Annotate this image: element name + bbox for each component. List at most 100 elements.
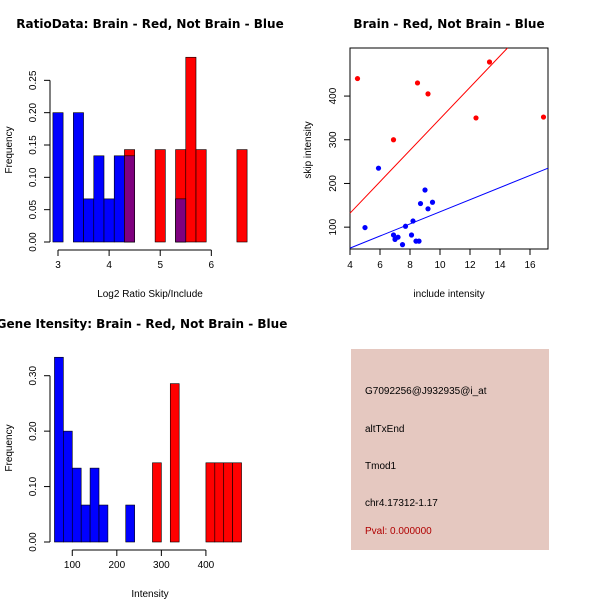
probe-id-text: G7092256@J932935@i_at — [365, 386, 487, 397]
y-tick-label: 0.00 — [28, 532, 39, 552]
x-tick-label: 300 — [153, 560, 170, 571]
gene-intensity-histogram-ylabel: Frequency — [4, 424, 15, 471]
x-tick-label: 16 — [524, 260, 536, 271]
not-brain-bar — [73, 112, 84, 243]
x-tick-label: 5 — [157, 260, 163, 271]
x-tick-label: 6 — [377, 260, 383, 271]
not-brain-point — [417, 200, 424, 207]
scatter-points — [354, 59, 547, 248]
brain-point — [486, 59, 493, 65]
probe-info-box: G7092256@J932935@i_at altTxEnd Tmod1 chr… — [351, 349, 549, 550]
intensity-scatter-xlabel: include intensity — [413, 289, 484, 300]
scatter-axes: 4 6 8 10 12 14 16 100 200 300 400 — [328, 87, 536, 271]
not-brain-bar — [125, 504, 135, 543]
brain-point — [390, 137, 397, 143]
event-type-text: altTxEnd — [365, 424, 405, 435]
x-tick-label: 200 — [108, 560, 125, 571]
not-brain-point — [375, 165, 382, 171]
ratio-histogram-panel: RatioData: Brain - Red, Not Brain - Blue… — [4, 17, 284, 300]
overlap-bar — [124, 155, 135, 243]
gene-name-text: Tmod1 — [365, 461, 397, 472]
brain-bar — [232, 462, 242, 543]
intensity-scatter-panel: Brain - Red, Not Brain - Blue 4 6 8 10 12 14 1… — [303, 17, 549, 300]
intensity-scatter-title: Brain - Red, Not Brain - Blue — [353, 17, 544, 31]
not-brain-point — [402, 223, 409, 229]
x-tick-label: 10 — [434, 260, 446, 271]
y-tick-label: 0.00 — [28, 232, 39, 252]
ratio-histogram-title: RatioData: Brain - Red, Not Brain - Blue — [16, 17, 283, 31]
scatter-plot-frame — [349, 47, 549, 250]
not-brain-bar — [98, 504, 109, 543]
ratio-histogram-xlabel: Log2 Ratio Skip/Include — [97, 289, 203, 300]
ratio-histogram-bars — [52, 56, 248, 243]
not-brain-point — [395, 234, 401, 240]
not-brain-fit-line — [349, 167, 549, 249]
gene-intensity-histogram-title: Gene Itensity: Brain - Red, Not Brain - … — [0, 317, 287, 331]
not-brain-bar — [63, 430, 73, 543]
x-tick-label: 4 — [106, 260, 112, 271]
x-tick-label: 12 — [464, 260, 476, 271]
x-axis: 4 6 8 10 12 14 16 — [347, 249, 536, 271]
not-brain-bar — [103, 198, 115, 243]
x-tick-label: 100 — [64, 560, 81, 571]
brain-bar — [236, 149, 248, 243]
brain-bar — [185, 56, 197, 243]
overlap-bar — [175, 198, 187, 243]
ratio-histogram-axes: 3 4 5 6 0.00 0.05 0.10 0.15 0.20 0.25 — [28, 70, 215, 271]
not-brain-bar — [54, 356, 64, 543]
y-tick-label: 0.30 — [28, 366, 39, 386]
y-tick-label: 0.20 — [28, 102, 39, 122]
not-brain-point — [410, 218, 416, 224]
not-brain-bar — [113, 155, 125, 243]
y-tick-label: 0.05 — [28, 199, 39, 219]
not-brain-point — [399, 242, 406, 248]
not-brain-bar — [93, 155, 105, 243]
not-brain-bar — [89, 467, 100, 543]
y-tick-label: 200 — [328, 175, 339, 192]
brain-point — [540, 114, 547, 120]
intensity-scatter-ylabel: skip intensity — [303, 121, 314, 178]
brain-bar — [154, 149, 166, 243]
not-brain-point — [408, 232, 415, 238]
x-axis: 100 200 300 400 — [64, 549, 215, 571]
not-brain-point — [425, 206, 431, 212]
brain-bar — [152, 462, 162, 543]
y-axis: 0.00 0.05 0.10 0.15 0.20 0.25 — [28, 70, 51, 252]
gene-intensity-histogram-panel: Gene Itensity: Brain - Red, Not Brain - … — [0, 317, 287, 600]
x-tick-label: 14 — [494, 260, 506, 271]
brain-bar — [195, 149, 207, 243]
x-tick-label: 4 — [347, 260, 353, 271]
brain-point — [354, 75, 361, 82]
y-axis: 0.00 0.10 0.20 0.30 — [28, 366, 51, 552]
not-brain-point — [416, 238, 422, 244]
not-brain-point — [362, 224, 368, 231]
x-tick-label: 400 — [198, 560, 215, 571]
gene-intensity-histogram-axes: 100 200 300 400 0.00 0.10 0.20 0.30 — [28, 366, 215, 571]
gene-intensity-histogram-bars — [54, 356, 242, 543]
y-tick-label: 0.10 — [28, 167, 39, 187]
brain-fit-line — [349, 47, 508, 214]
genomic-location-text: chr4.17312-1.17 — [365, 498, 438, 509]
not-brain-point — [422, 187, 428, 193]
not-brain-point — [390, 232, 397, 238]
y-tick-label: 0.15 — [28, 135, 39, 155]
not-brain-point — [429, 199, 436, 205]
gene-intensity-histogram-xlabel: Intensity — [131, 589, 168, 600]
y-axis: 100 200 300 400 — [328, 87, 350, 235]
y-tick-label: 0.25 — [28, 70, 39, 90]
y-tick-label: 400 — [328, 87, 339, 104]
x-axis: 3 4 5 6 — [55, 249, 215, 271]
not-brain-bar — [52, 112, 64, 243]
brain-bar — [169, 383, 180, 543]
brain-point — [414, 80, 421, 86]
y-tick-label: 300 — [328, 131, 339, 148]
not-brain-bar — [83, 198, 95, 243]
not-brain-bar — [80, 504, 91, 543]
pval-text: Pval: 0.000000 — [365, 526, 432, 537]
y-tick-label: 0.20 — [28, 421, 39, 441]
y-tick-label: 100 — [328, 218, 339, 235]
not-brain-bar — [71, 467, 82, 543]
y-tick-label: 0.10 — [28, 476, 39, 496]
scatter-fit-lines — [349, 47, 549, 249]
